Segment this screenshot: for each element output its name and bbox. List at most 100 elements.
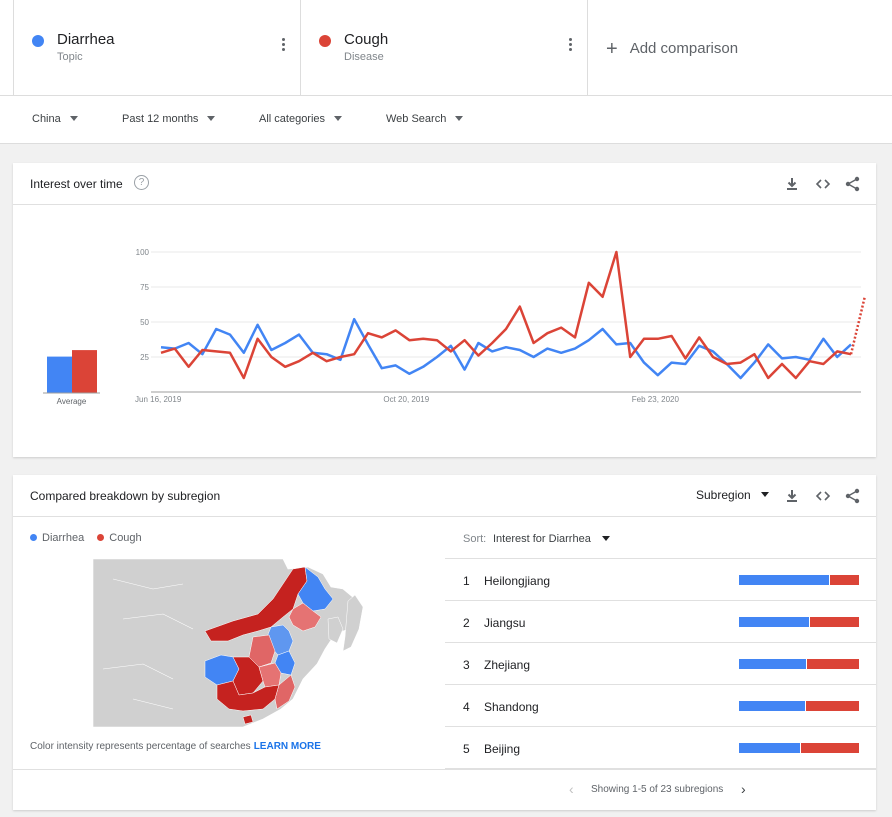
region-share-bar [739, 743, 859, 753]
learn-more-link[interactable]: LEARN MORE [253, 741, 321, 752]
subregion-selector-label: Subregion [696, 488, 751, 502]
card-title: Compared breakdown by subregion [30, 489, 221, 503]
map-legend: Diarrhea Cough [30, 532, 152, 544]
card-header: Compared breakdown by subregion Subregio… [13, 475, 876, 517]
term-1-type: Topic [57, 51, 83, 63]
time-filter[interactable]: Past 12 months [122, 113, 216, 125]
sort-row: Sort: Interest for Diarrhea [445, 517, 876, 559]
legend-dot [30, 533, 37, 541]
cough-share [807, 659, 859, 669]
download-icon[interactable] [783, 175, 801, 193]
add-comparison-label: Add comparison [629, 40, 739, 57]
y-tick-label: 75 [140, 283, 149, 292]
cough-share [806, 701, 859, 711]
term-1-color-dot [32, 35, 44, 47]
y-tick-label: 100 [136, 248, 150, 257]
chevron-left-icon[interactable]: ‹ [569, 781, 574, 797]
region-rank: 2 [463, 616, 470, 630]
diarrhea-share [739, 743, 801, 753]
share-icon[interactable] [844, 175, 862, 193]
region-filter[interactable]: China [32, 113, 78, 125]
x-tick-label: Oct 20, 2019 [383, 395, 429, 404]
term-2-name: Cough [344, 31, 389, 48]
card-actions [775, 175, 862, 193]
more-options-icon[interactable] [282, 38, 286, 53]
comparison-bar: Diarrhea Topic Cough Disease + Add compar… [0, 0, 892, 96]
card-actions [775, 487, 862, 505]
diarrhea-share [739, 659, 807, 669]
term-2-type: Disease [344, 51, 384, 63]
pager: ‹ Showing 1-5 of 23 subregions › [13, 769, 876, 810]
caret-down-icon [760, 492, 769, 498]
download-icon[interactable] [783, 487, 801, 505]
legend-label: Cough [109, 532, 142, 544]
cough-share [801, 743, 859, 753]
caret-down-icon [207, 115, 216, 121]
legend-item-cough: Cough [97, 532, 142, 544]
plus-icon: + [606, 38, 618, 60]
region-row[interactable]: 4 Shandong [445, 685, 876, 727]
region-share-bar [739, 617, 859, 627]
search-term-1[interactable]: Diarrhea Topic [13, 0, 301, 96]
average-bars: Average [43, 350, 100, 406]
more-options-icon[interactable] [569, 38, 573, 53]
share-icon[interactable] [844, 487, 862, 505]
diarrhea-share [739, 617, 809, 627]
pager-text: Showing 1-5 of 23 subregions [591, 784, 724, 795]
term-1-name: Diarrhea [57, 31, 115, 48]
legend-label: Diarrhea [42, 532, 85, 544]
cough-share [809, 617, 859, 627]
y-tick-label: 50 [140, 318, 149, 327]
x-tick-label: Feb 23, 2020 [632, 395, 680, 404]
interest-over-time-card: Interest over time ? Average 100 75 50 25 J… [13, 163, 876, 457]
region-share-bar [739, 701, 859, 711]
china-subregion-map[interactable] [93, 559, 364, 727]
map-note-text: Color intensity represents percentage of… [30, 741, 251, 752]
series-line-diarrhea[interactable] [160, 317, 852, 380]
sort-selector[interactable]: Interest for Diarrhea [493, 533, 610, 545]
caret-down-icon [334, 115, 343, 121]
average-label: Average [57, 397, 87, 406]
region-rank: 4 [463, 700, 470, 714]
add-comparison-button[interactable]: + Add comparison [606, 36, 739, 60]
diarrhea-share [739, 701, 805, 711]
region-rank: 3 [463, 658, 470, 672]
region-name: Zhejiang [484, 658, 531, 672]
card-header: Interest over time ? [13, 163, 876, 205]
region-name: Shandong [484, 700, 539, 714]
time-filter-label: Past 12 months [122, 113, 199, 125]
region-row[interactable]: 2 Jiangsu [445, 601, 876, 643]
caret-down-icon [455, 115, 464, 121]
region-name: Jiangsu [484, 616, 526, 630]
card-title: Interest over time [30, 177, 123, 191]
embed-icon[interactable] [814, 487, 832, 505]
legend-item-diarrhea: Diarrhea [30, 532, 84, 544]
region-row[interactable]: 5 Beijing [445, 727, 876, 769]
diarrhea-share [739, 575, 829, 585]
subregion-selector[interactable]: Subregion [696, 488, 769, 502]
interest-line-chart: 100 75 50 25 Jun 16, 2019 Oct 20, 2019 Feb 23… [135, 248, 867, 404]
region-name: Heilongjiang [484, 574, 551, 588]
sort-selector-label: Interest for Diarrhea [493, 533, 591, 545]
search-term-2[interactable]: Cough Disease [301, 0, 588, 96]
help-icon[interactable]: ? [134, 175, 149, 190]
average-bar-diarrhea [47, 356, 72, 393]
search-type-filter[interactable]: Web Search [386, 113, 464, 125]
region-name: Beijing [484, 742, 521, 756]
chevron-right-icon[interactable]: › [741, 781, 746, 797]
region-rank: 1 [463, 574, 470, 588]
embed-icon[interactable] [814, 175, 832, 193]
map-note: Color intensity represents percentage of… [30, 741, 321, 752]
category-filter[interactable]: All categories [259, 113, 343, 125]
region-filter-label: China [32, 113, 61, 125]
y-tick-label: 25 [140, 353, 149, 362]
average-bar-cough [72, 350, 97, 393]
search-type-filter-label: Web Search [386, 113, 447, 125]
legend-dot [97, 533, 105, 541]
region-row[interactable]: 1 Heilongjiang [445, 559, 876, 601]
series-line-cough[interactable] [160, 250, 852, 380]
region-share-bar [739, 659, 859, 669]
region-share-bar [739, 575, 859, 585]
region-row[interactable]: 3 Zhejiang [445, 643, 876, 685]
x-tick-label: Jun 16, 2019 [135, 395, 182, 404]
